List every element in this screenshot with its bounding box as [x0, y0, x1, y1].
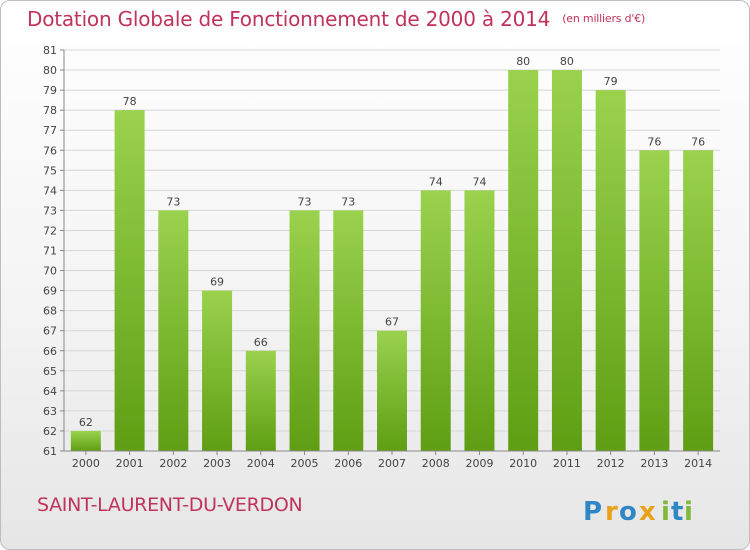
logo-letter: r	[605, 497, 618, 527]
bar	[639, 150, 670, 451]
x-tick-label: 2002	[159, 457, 187, 470]
x-tick-label: 2008	[422, 457, 450, 470]
bar	[508, 70, 539, 452]
bar	[683, 150, 714, 451]
chart-unit: (en milliers d'€)	[562, 12, 646, 25]
bar	[289, 210, 320, 451]
y-tick-label: 74	[43, 184, 57, 197]
y-tick-label: 66	[43, 345, 57, 358]
y-tick-label: 64	[43, 385, 57, 398]
y-axis: 61 62 63 64 65 66 67 68 69 70 71 72 73 74 75 76 77 78 79 80…	[43, 44, 65, 458]
value-label: 73	[341, 195, 355, 208]
x-tick-label: 2010	[509, 457, 537, 470]
bar	[202, 290, 233, 451]
chart-title-text: Dotation Globale de Fonctionnement de 20…	[27, 7, 551, 31]
bars	[70, 70, 714, 452]
x-tick-label: 2006	[334, 457, 362, 470]
x-tick-label: 2014	[684, 457, 712, 470]
value-label: 78	[123, 95, 137, 108]
y-tick-label: 76	[43, 144, 57, 157]
x-tick-label: 2003	[203, 457, 231, 470]
value-label: 66	[254, 336, 268, 349]
x-tick-label: 2005	[291, 457, 319, 470]
logo-letter: i	[684, 497, 693, 527]
value-label: 73	[298, 195, 312, 208]
x-tick-label: 2012	[597, 457, 625, 470]
value-label: 79	[604, 75, 618, 88]
value-label: 76	[647, 135, 661, 148]
x-tick-label: 2013	[640, 457, 668, 470]
bar	[245, 350, 276, 451]
value-label: 62	[79, 416, 93, 429]
bar	[70, 430, 101, 451]
y-tick-label: 81	[43, 44, 57, 57]
y-tick-label: 65	[43, 365, 57, 378]
x-tick-label: 2000	[72, 457, 100, 470]
logo-letter: t	[671, 497, 683, 527]
bar	[158, 210, 189, 451]
y-tick-label: 79	[43, 84, 57, 97]
y-tick-label: 61	[43, 445, 57, 458]
y-tick-label: 69	[43, 285, 57, 298]
bar	[333, 210, 364, 451]
x-axis: 2000 2001 2002 2003 2004 2005 2006 2007 2008 2009…	[64, 450, 720, 470]
logo-letter: x	[639, 497, 656, 527]
bar	[114, 110, 145, 452]
y-tick-label: 68	[43, 305, 57, 318]
x-tick-label: 2011	[553, 457, 581, 470]
logo-letter: P	[583, 497, 602, 527]
y-tick-label: 75	[43, 164, 57, 177]
x-tick-label: 2004	[247, 457, 275, 470]
value-label: 74	[429, 175, 443, 188]
y-tick-label: 63	[43, 405, 57, 418]
logo-letter: o	[619, 497, 637, 527]
bar	[551, 70, 582, 452]
x-tick-label: 2009	[465, 457, 493, 470]
y-tick-label: 62	[43, 425, 57, 438]
x-tick-label: 2001	[116, 457, 144, 470]
value-label: 80	[560, 55, 574, 68]
y-tick-label: 67	[43, 325, 57, 338]
value-labels: 62 78 73 69 66 73 73 67 74 74 80 80 79 76 76	[79, 55, 705, 429]
y-tick-label: 70	[43, 265, 57, 278]
y-tick-label: 73	[43, 204, 57, 217]
y-tick-label: 78	[43, 104, 57, 117]
x-tick-label: 2007	[378, 457, 406, 470]
bar	[377, 330, 407, 451]
y-tick-label: 77	[43, 124, 57, 137]
value-label: 80	[516, 55, 530, 68]
value-label: 76	[691, 135, 705, 148]
bar	[464, 190, 495, 451]
y-tick-label: 71	[43, 245, 57, 258]
logo-letter: i	[661, 497, 670, 527]
value-label: 73	[166, 195, 180, 208]
y-tick-label: 72	[43, 224, 57, 237]
value-label: 74	[472, 175, 486, 188]
bar	[595, 90, 626, 451]
y-tick-label: 80	[43, 64, 57, 77]
bar	[420, 190, 451, 451]
location-name: SAINT-LAURENT-DU-VERDON	[37, 494, 303, 516]
value-label: 69	[210, 276, 224, 289]
chart-title: Dotation Globale de Fonctionnement de 20…	[27, 7, 645, 31]
value-label: 67	[385, 316, 399, 329]
